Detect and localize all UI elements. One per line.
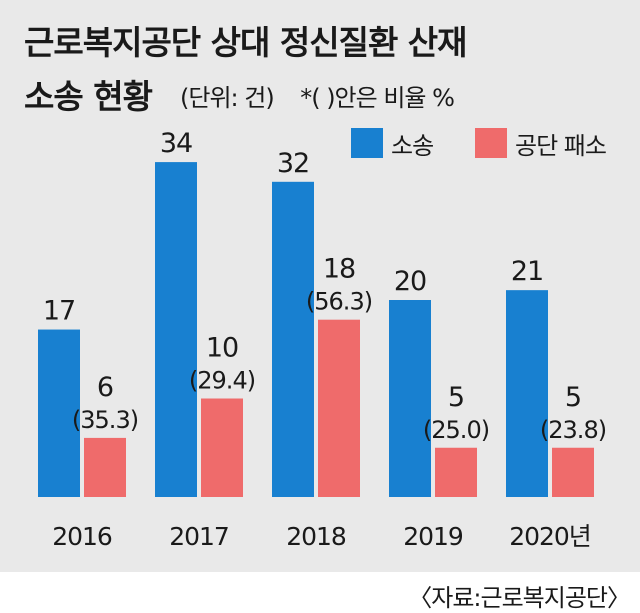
unit-and-note: (단위: 건) *( )안은 비율 % [180,78,455,113]
value-label-agency-loss-2016: 6 [97,372,113,403]
x-tick-label-2018: 2018 [286,522,346,551]
bar-lawsuit-2018 [272,181,314,498]
bar-lawsuit-2020년 [506,290,548,497]
value-label-agency-loss-2019: 5 [448,382,464,413]
value-label-agency-loss-2020년: 5 [565,382,581,413]
bar-lawsuit-2016 [38,329,80,497]
ratio-label-2017: (29.4) [189,367,255,395]
value-label-agency-loss-2018: 18 [323,254,355,285]
value-label-lawsuit-2018: 32 [277,148,309,179]
bar-chart: 17 6 (35.3) 2016 34 10 (29.4) 2017 32 18 (56.3) 201… [38,128,607,551]
legend-label-lawsuit: 소송 [391,131,434,160]
bar-lawsuit-2017 [155,162,197,497]
chart-title: 근로복지공단 상대 정신질환 산재 [24,23,468,62]
value-label-lawsuit-2019: 20 [394,266,426,297]
legend-swatch-lawsuit [351,128,383,158]
bar-agency-loss-2017 [201,398,243,497]
ratio-label-2020년: (23.8) [540,416,606,444]
bar-lawsuit-2019 [389,300,431,497]
unit-label: (단위: 건) [180,84,275,112]
bar-agency-loss-2020년 [552,447,594,497]
value-label-lawsuit-2020년: 21 [511,256,543,287]
ratio-label-2018: (56.3) [306,288,372,316]
x-tick-label-2017: 2017 [169,522,229,551]
value-label-lawsuit-2016: 17 [43,296,75,327]
value-label-agency-loss-2017: 10 [206,333,238,364]
bar-agency-loss-2018 [318,319,360,497]
x-tick-label-2016: 2016 [52,522,112,551]
ratio-label-2019: (25.0) [423,416,489,444]
ratio-label-2016: (35.3) [72,406,138,434]
x-tick-label-2019: 2019 [403,522,463,551]
legend-label-agency-loss: 공단 패소 [515,131,607,160]
bar-agency-loss-2016 [84,437,126,497]
legend-item-lawsuit: 소송 [351,128,434,160]
source-note: 〈자료:근로복지공단〉 [408,584,631,612]
value-label-lawsuit-2017: 34 [160,128,192,159]
ratio-note: *( )안은 비율 % [300,84,455,112]
x-tick-label-2020년: 2020년 [509,522,591,551]
legend-item-agency-loss: 공단 패소 [475,128,607,160]
bar-agency-loss-2019 [435,447,477,497]
chart-subtitle-text: 소송 현황 [24,77,153,116]
legend-swatch-agency-loss [475,128,507,158]
chart-subtitle: 소송 현황 [24,70,153,118]
